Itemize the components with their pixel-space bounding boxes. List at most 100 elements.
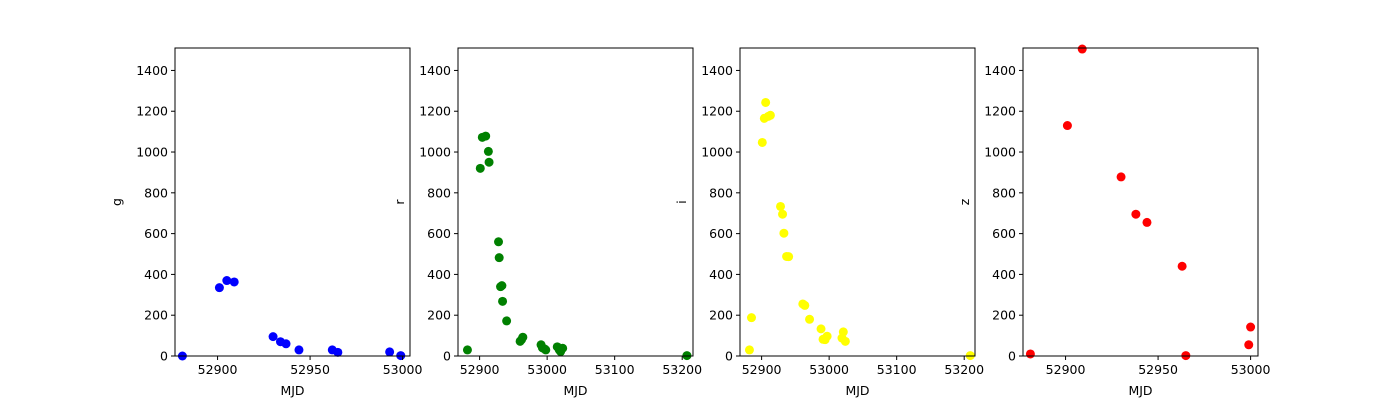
data-point: [776, 201, 786, 211]
data-point: [778, 209, 788, 219]
x-tick-label: 52900: [460, 362, 500, 377]
y-tick-label: 1000: [701, 145, 733, 160]
x-tick-label: 52900: [742, 362, 782, 377]
x-tick-label: 53000: [1231, 362, 1271, 377]
y-tick-label: 200: [144, 308, 168, 323]
data-point: [268, 332, 278, 342]
subplot-g: 52900 52950 53000 0 200 400 600 800 1000 1200 1400…: [109, 47, 423, 398]
x-tick-label: 53000: [809, 362, 849, 377]
y-tick-label: 1400: [701, 63, 733, 78]
data-point: [746, 313, 756, 323]
axes-frame: [174, 47, 411, 357]
y-tick-label: 800: [992, 185, 1016, 200]
data-point: [214, 283, 224, 293]
y-tick-label: 800: [427, 185, 451, 200]
y-tick-label: 600: [992, 226, 1016, 241]
x-tick-label: 52950: [1138, 362, 1178, 377]
data-point: [800, 300, 810, 310]
y-tick-label: 1400: [419, 63, 451, 78]
data-point: [838, 327, 848, 337]
data-point: [281, 339, 291, 349]
data-point: [229, 277, 239, 287]
y-tick-label: 400: [427, 267, 451, 282]
data-point: [1177, 261, 1187, 271]
y-axis-label: z: [957, 198, 972, 205]
data-point: [498, 296, 508, 306]
data-point: [222, 276, 232, 286]
y-tick-label: 0: [1008, 349, 1016, 364]
y-tick-label: 200: [709, 308, 733, 323]
data-point: [518, 332, 528, 342]
y-tick-label: 1400: [136, 63, 168, 78]
y-tick-label: 1400: [984, 63, 1016, 78]
data-point: [475, 163, 485, 173]
x-tick-label: 52900: [1046, 362, 1086, 377]
data-point: [333, 347, 343, 357]
y-tick-label: 200: [427, 308, 451, 323]
y-tick-label: 1200: [701, 104, 733, 119]
axes-frame: [1022, 47, 1259, 357]
data-point: [481, 131, 491, 141]
y-tick-label: 600: [427, 226, 451, 241]
subplot-r: 52900 53000 53100 53200 0 200 400 600 800 1000 120…: [392, 47, 702, 398]
y-tick-label: 400: [144, 267, 168, 282]
y-tick-label: 200: [992, 308, 1016, 323]
data-point: [1244, 340, 1254, 350]
data-point: [1246, 322, 1256, 332]
y-tick-label: 800: [144, 185, 168, 200]
subplot-i: 52900 53000 53100 53200 0 200 400 600 800 1000 120…: [674, 47, 984, 398]
data-point: [385, 347, 395, 357]
y-tick-label: 1200: [419, 104, 451, 119]
data-point: [1077, 44, 1087, 54]
x-axis-label: MJD: [280, 383, 304, 398]
y-tick-label: 1000: [136, 145, 168, 160]
x-tick-label: 52950: [290, 362, 330, 377]
y-axis-label: i: [674, 200, 689, 203]
data-point: [541, 345, 551, 355]
x-tick-label: 53200: [944, 362, 984, 377]
data-point: [1131, 209, 1141, 219]
data-point: [816, 324, 826, 334]
y-axis-label: r: [392, 199, 407, 205]
data-point: [294, 345, 304, 355]
data-point: [805, 314, 815, 324]
data-point: [779, 228, 789, 238]
data-point: [840, 336, 850, 346]
data-point: [462, 345, 472, 355]
y-tick-label: 600: [144, 226, 168, 241]
data-point: [744, 345, 754, 355]
data-point: [1062, 121, 1072, 131]
axes-frame: [457, 47, 694, 357]
data-point: [1142, 217, 1152, 227]
y-tick-label: 0: [725, 349, 733, 364]
data-point: [822, 331, 832, 341]
x-tick-label: 53000: [527, 362, 567, 377]
y-tick-label: 1200: [984, 104, 1016, 119]
y-tick-label: 400: [992, 267, 1016, 282]
data-point: [765, 110, 775, 120]
subplot-z: 52900 52950 53000 0 200 400 600 800 1000 1200 1400…: [957, 44, 1271, 398]
data-point: [497, 281, 507, 291]
data-point: [558, 343, 568, 353]
data-point: [494, 237, 504, 247]
y-tick-label: 1000: [984, 145, 1016, 160]
data-point: [483, 146, 493, 156]
x-tick-label: 53100: [877, 362, 917, 377]
data-point: [1116, 172, 1126, 182]
data-point: [484, 157, 494, 167]
x-tick-label: 53000: [383, 362, 423, 377]
y-tick-label: 400: [709, 267, 733, 282]
x-tick-label: 52900: [198, 362, 238, 377]
y-tick-label: 0: [160, 349, 168, 364]
data-point: [502, 316, 512, 326]
data-point: [784, 252, 794, 262]
x-axis-label: MJD: [1128, 383, 1152, 398]
x-axis-label: MJD: [845, 383, 869, 398]
data-point: [1025, 349, 1035, 359]
axes-frame: [739, 47, 976, 357]
x-tick-label: 53200: [662, 362, 702, 377]
y-tick-label: 1200: [136, 104, 168, 119]
data-point: [761, 97, 771, 107]
